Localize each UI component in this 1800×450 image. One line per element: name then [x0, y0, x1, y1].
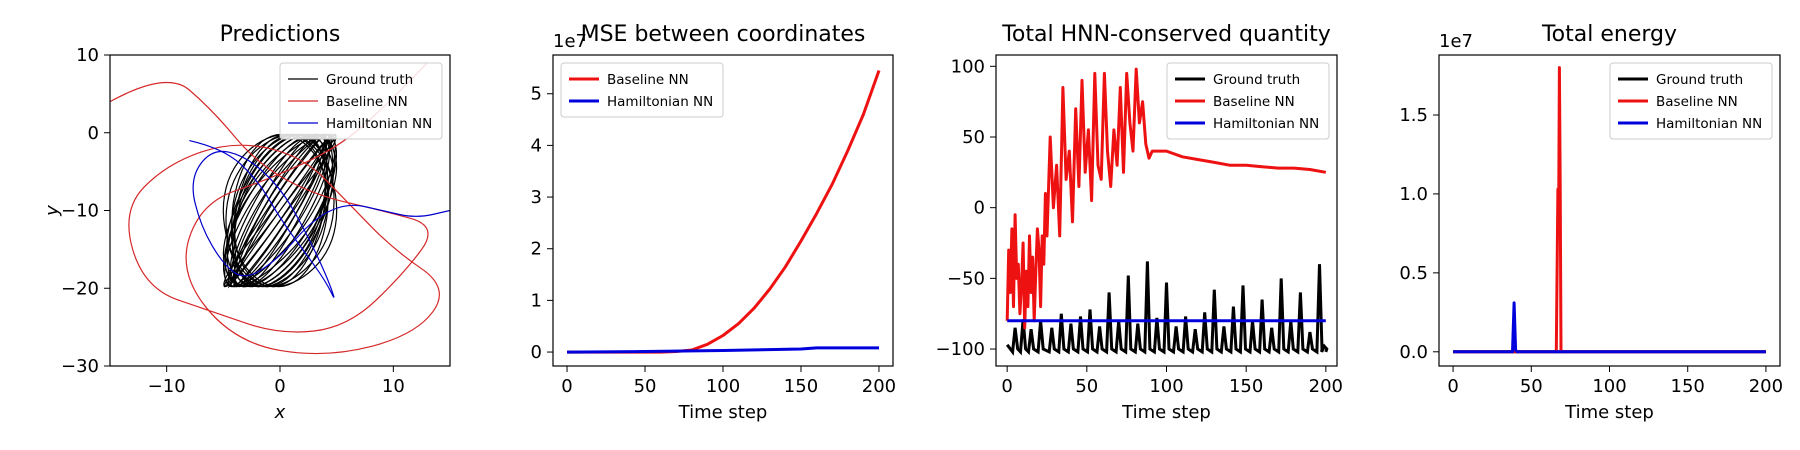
- chart-title: Total HNN-conserved quantity: [1001, 22, 1331, 47]
- series-ground-truth-loop: [231, 133, 329, 288]
- y-tick-label: −30: [61, 356, 99, 377]
- x-axis-label: Time step: [1564, 402, 1654, 423]
- legend-label: Hamiltonian NN: [607, 94, 713, 110]
- chart-title: Total energy: [1541, 22, 1677, 47]
- series-baseline-nn-line: [1005, 67, 1327, 330]
- y-tick-label: 0: [531, 342, 542, 363]
- series-hamiltonian-nn-line: [566, 346, 879, 354]
- x-axis-label: Time step: [678, 402, 768, 423]
- x-tick-label: 200: [1309, 376, 1343, 397]
- x-tick-label: 150: [1229, 376, 1263, 397]
- y-axis-label: y: [42, 205, 63, 217]
- legend-label: Hamiltonian NN: [1656, 116, 1762, 132]
- y-tick-label: 1.0: [1399, 184, 1428, 205]
- legend: Ground truth Baseline NN Hamiltonian NN: [279, 62, 443, 140]
- y-tick-label: 3: [531, 187, 542, 208]
- plot-area: [110, 62, 450, 355]
- x-tick-label: 0: [274, 376, 285, 397]
- y-tick-label: −10: [61, 201, 99, 222]
- chart-title: Predictions: [220, 22, 341, 47]
- y-tick-label: 0: [974, 198, 985, 219]
- x-tick-label: 150: [784, 376, 818, 397]
- x-tick-label: 0: [1447, 376, 1458, 397]
- panel-4: 0 50 100 150 200 0.0 0.5 1.0 1.5 Total energy 1e7 T…: [1399, 22, 1783, 423]
- series-ground-truth-loop: [226, 133, 334, 288]
- legend-box: [560, 62, 724, 118]
- y-tick-label: 0: [88, 123, 99, 144]
- legend-box: [1609, 62, 1773, 140]
- x-tick-label: 100: [706, 376, 740, 397]
- series-hamiltonian-nn-line: [189, 139, 450, 298]
- x-tick-label: 50: [634, 376, 657, 397]
- legend-label: Baseline NN: [1656, 94, 1738, 110]
- legend-label: Ground truth: [1213, 72, 1300, 88]
- x-tick-label: 50: [1075, 376, 1098, 397]
- y-tick-label: 100: [951, 56, 985, 77]
- legend-label: Ground truth: [326, 72, 413, 88]
- x-tick-label: 100: [1592, 376, 1626, 397]
- y-tick-label: 5: [531, 84, 542, 105]
- plot-area: [1005, 67, 1329, 356]
- series-ground-truth-loop: [222, 133, 338, 288]
- legend: Ground truth Baseline NN Hamiltonian NN: [1609, 62, 1773, 140]
- legend: Baseline NN Hamiltonian NN: [560, 62, 724, 118]
- x-tick-label: 0: [561, 376, 572, 397]
- legend-label: Ground truth: [1656, 72, 1743, 88]
- x-tick-label: 0: [1001, 376, 1012, 397]
- x-axis-label: x: [274, 402, 286, 423]
- legend-box: [1166, 62, 1330, 140]
- chart-title: MSE between coordinates: [581, 22, 866, 47]
- legend-label: Baseline NN: [607, 72, 689, 88]
- plot-area: [1453, 66, 1766, 354]
- legend-box: [279, 62, 443, 140]
- series-ground-truth-line: [1006, 261, 1329, 356]
- axis-multiplier: 1e7: [1439, 31, 1473, 52]
- x-tick-label: 10: [382, 376, 405, 397]
- legend-label: Hamiltonian NN: [326, 116, 432, 132]
- y-tick-label: 0.0: [1399, 342, 1428, 363]
- y-tick-label: −20: [61, 278, 99, 299]
- series-ground-truth-loop: [233, 133, 327, 288]
- series-ground-truth-loop: [231, 133, 329, 288]
- legend-label: Baseline NN: [326, 94, 408, 110]
- panel-1: −10 0 10 10 0 −10 −20 −30 Predictions x y Ground tr…: [42, 22, 451, 423]
- x-tick-label: 100: [1149, 376, 1183, 397]
- legend: Ground truth Baseline NN Hamiltonian NN: [1166, 62, 1330, 140]
- y-tick-label: 1: [531, 290, 542, 311]
- y-tick-label: −100: [936, 339, 985, 360]
- y-tick-label: 2: [531, 239, 542, 260]
- series-hamiltonian-nn-line: [1453, 301, 1766, 354]
- x-tick-label: −10: [148, 376, 186, 397]
- x-tick-label: 200: [862, 376, 896, 397]
- x-tick-label: 200: [1749, 376, 1783, 397]
- y-tick-label: 50: [962, 127, 985, 148]
- series-ground-truth-loop: [223, 133, 337, 288]
- y-tick-label: 10: [76, 45, 99, 66]
- x-axis-label: Time step: [1121, 402, 1211, 423]
- panel-2: 0 50 100 150 200 0 1 2 3 4 5 MSE between coordinate…: [531, 22, 897, 423]
- legend-label: Hamiltonian NN: [1213, 116, 1319, 132]
- plot-area: [566, 69, 881, 354]
- panel-3: 0 50 100 150 200 100 50 0 −50 −100 Total HNN-conse…: [936, 22, 1343, 423]
- y-tick-label: 0.5: [1399, 263, 1428, 284]
- y-tick-label: 1.5: [1399, 105, 1428, 126]
- y-tick-label: −50: [947, 268, 985, 289]
- x-tick-label: 50: [1520, 376, 1543, 397]
- axis-multiplier: 1e7: [553, 31, 587, 52]
- y-tick-label: 4: [531, 135, 542, 156]
- legend-label: Baseline NN: [1213, 94, 1295, 110]
- x-tick-label: 150: [1671, 376, 1705, 397]
